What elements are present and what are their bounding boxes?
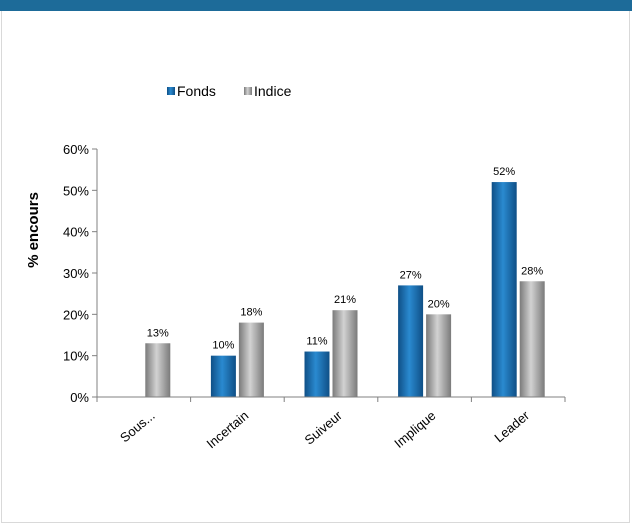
x-tick-label: Sous... xyxy=(117,408,158,446)
data-label-indice: 21% xyxy=(334,294,356,306)
legend: Fonds Indice xyxy=(167,83,292,99)
bar-fonds xyxy=(491,182,517,397)
bar-indice xyxy=(519,281,545,397)
y-tick-label: 40% xyxy=(63,225,89,240)
data-label-indice: 28% xyxy=(521,265,543,277)
chart-frame xyxy=(1,11,630,523)
data-label-fonds: 52% xyxy=(493,166,515,178)
bar-fonds xyxy=(210,355,236,397)
x-axis: Sous... Incertain Suiveur Implique Leader xyxy=(96,396,566,452)
bar-indice xyxy=(145,343,171,397)
bar-indice xyxy=(426,314,452,397)
y-tick-label: 50% xyxy=(63,183,89,198)
bar-indice xyxy=(238,322,264,397)
data-label-fonds: 11% xyxy=(306,336,327,348)
data-label-indice: 13% xyxy=(147,327,169,339)
y-axis: 0% 10% 20% 30% 40% 50% 60% xyxy=(63,142,98,405)
x-tick-label: Implique xyxy=(391,408,438,451)
data-label-fonds: 27% xyxy=(400,269,422,281)
y-tick-label: 20% xyxy=(63,307,89,322)
y-tick-label: 0% xyxy=(70,390,89,405)
legend-swatch-fonds xyxy=(167,87,175,95)
y-axis-title: % encours xyxy=(25,192,42,268)
top-bar xyxy=(0,0,632,11)
bars: 13% 10% 18% 11% 21% 27% 20% 52% 28% xyxy=(145,166,545,397)
y-tick-label: 30% xyxy=(63,266,89,281)
y-tick-label: 60% xyxy=(63,142,89,157)
legend-label-fonds: Fonds xyxy=(177,83,216,99)
x-tick-label: Incertain xyxy=(203,408,251,452)
bar-fonds xyxy=(304,351,330,397)
data-label-indice: 18% xyxy=(240,307,262,319)
bar-indice xyxy=(332,310,358,397)
data-label-fonds: 10% xyxy=(212,340,234,352)
legend-label-indice: Indice xyxy=(254,83,292,99)
data-label-indice: 20% xyxy=(428,298,450,310)
x-tick-label: Suiveur xyxy=(302,407,346,447)
legend-swatch-indice xyxy=(244,87,252,95)
y-tick-label: 10% xyxy=(63,349,89,364)
x-tick-label: Leader xyxy=(491,407,532,445)
bar-fonds xyxy=(398,285,424,397)
